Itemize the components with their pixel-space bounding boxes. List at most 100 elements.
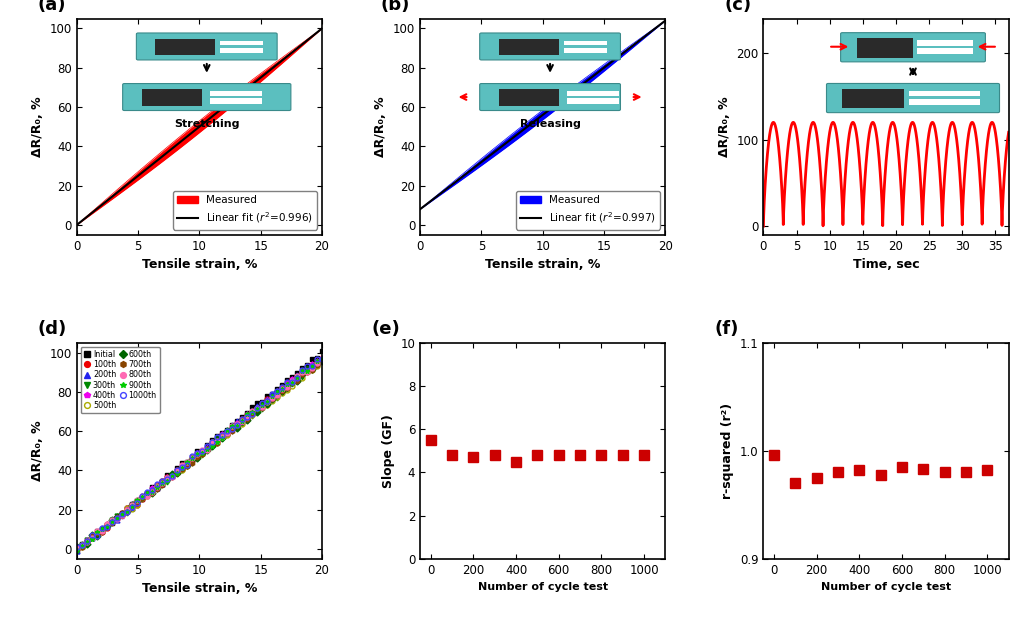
1000th bbox=[291, 374, 303, 381]
300th bbox=[171, 469, 183, 477]
200th bbox=[111, 516, 123, 524]
900th bbox=[296, 367, 308, 374]
900th bbox=[81, 538, 93, 546]
500th bbox=[211, 439, 223, 446]
Initial bbox=[105, 519, 118, 527]
300th bbox=[256, 405, 268, 412]
300th bbox=[86, 534, 98, 542]
900th bbox=[76, 543, 88, 550]
Initial bbox=[241, 410, 253, 417]
900th bbox=[251, 406, 263, 413]
Initial bbox=[86, 532, 98, 540]
1000th bbox=[286, 378, 298, 386]
400th bbox=[301, 366, 313, 374]
Line: 300th: 300th bbox=[75, 358, 325, 554]
400th bbox=[131, 499, 143, 506]
Initial bbox=[221, 427, 233, 434]
100th bbox=[306, 361, 318, 369]
400th bbox=[216, 430, 228, 438]
200th bbox=[241, 412, 253, 419]
1000th bbox=[131, 499, 143, 506]
700th bbox=[211, 439, 223, 446]
Initial bbox=[315, 348, 328, 355]
Text: (e): (e) bbox=[371, 320, 399, 338]
1000th bbox=[306, 363, 318, 370]
400th bbox=[196, 448, 208, 455]
900th bbox=[281, 380, 293, 388]
100th bbox=[156, 477, 168, 484]
900th bbox=[226, 422, 239, 430]
900th bbox=[306, 362, 318, 369]
800th bbox=[95, 528, 108, 535]
Line: 1000th: 1000th bbox=[75, 356, 325, 550]
200th bbox=[301, 367, 313, 374]
700th bbox=[145, 489, 158, 496]
200th bbox=[136, 494, 148, 501]
200th bbox=[156, 480, 168, 487]
1000th bbox=[116, 510, 128, 517]
1000th bbox=[211, 433, 223, 441]
500th bbox=[116, 512, 128, 519]
100th bbox=[266, 393, 279, 401]
800th bbox=[121, 506, 133, 514]
100th bbox=[221, 430, 233, 438]
500th bbox=[81, 537, 93, 545]
X-axis label: Tensile strain, %: Tensile strain, % bbox=[141, 258, 257, 271]
400th bbox=[206, 442, 218, 449]
600th bbox=[246, 409, 258, 416]
800th bbox=[211, 438, 223, 445]
Initial bbox=[176, 459, 188, 466]
600th bbox=[216, 434, 228, 442]
100th bbox=[76, 542, 88, 549]
800th bbox=[301, 368, 313, 376]
200th bbox=[251, 402, 263, 410]
200th bbox=[116, 510, 128, 518]
400th bbox=[111, 514, 123, 521]
400th bbox=[190, 450, 203, 457]
1000th bbox=[91, 532, 103, 540]
500th bbox=[71, 543, 83, 551]
900th bbox=[261, 398, 273, 406]
200th bbox=[71, 547, 83, 555]
1000th bbox=[166, 473, 178, 480]
Initial bbox=[236, 413, 248, 420]
200th bbox=[236, 417, 248, 425]
Line: 900th: 900th bbox=[75, 356, 325, 552]
800th bbox=[315, 354, 328, 361]
500th bbox=[266, 397, 279, 404]
X-axis label: Time, sec: Time, sec bbox=[853, 258, 920, 271]
400th bbox=[236, 418, 248, 425]
600th bbox=[121, 507, 133, 515]
300th bbox=[151, 484, 163, 491]
200th bbox=[176, 463, 188, 470]
600th bbox=[171, 469, 183, 477]
Initial bbox=[275, 382, 288, 389]
800th bbox=[190, 450, 203, 458]
300th bbox=[226, 427, 239, 435]
200th bbox=[171, 468, 183, 476]
300th bbox=[315, 357, 328, 365]
800th bbox=[246, 407, 258, 415]
100th bbox=[171, 466, 183, 473]
100th bbox=[256, 400, 268, 407]
900th bbox=[190, 451, 203, 458]
1000th bbox=[121, 508, 133, 515]
800th bbox=[171, 467, 183, 474]
Initial bbox=[246, 404, 258, 411]
Legend: Initial, 100th, 200th, 300th, 400th, 500th, 600th, 700th, 800th, 900th, 1000th: Initial, 100th, 200th, 300th, 400th, 500… bbox=[81, 347, 160, 414]
500th bbox=[306, 366, 318, 374]
900th bbox=[291, 373, 303, 381]
400th bbox=[251, 406, 263, 413]
Initial bbox=[111, 514, 123, 522]
100th bbox=[145, 488, 158, 496]
300th bbox=[81, 537, 93, 544]
Text: (b): (b) bbox=[381, 0, 411, 14]
400th bbox=[145, 484, 158, 492]
800th bbox=[166, 473, 178, 481]
600th bbox=[91, 532, 103, 540]
Text: (f): (f) bbox=[715, 320, 738, 338]
400th bbox=[156, 478, 168, 486]
1000th bbox=[126, 503, 138, 510]
500th bbox=[151, 482, 163, 489]
100th bbox=[185, 456, 198, 463]
